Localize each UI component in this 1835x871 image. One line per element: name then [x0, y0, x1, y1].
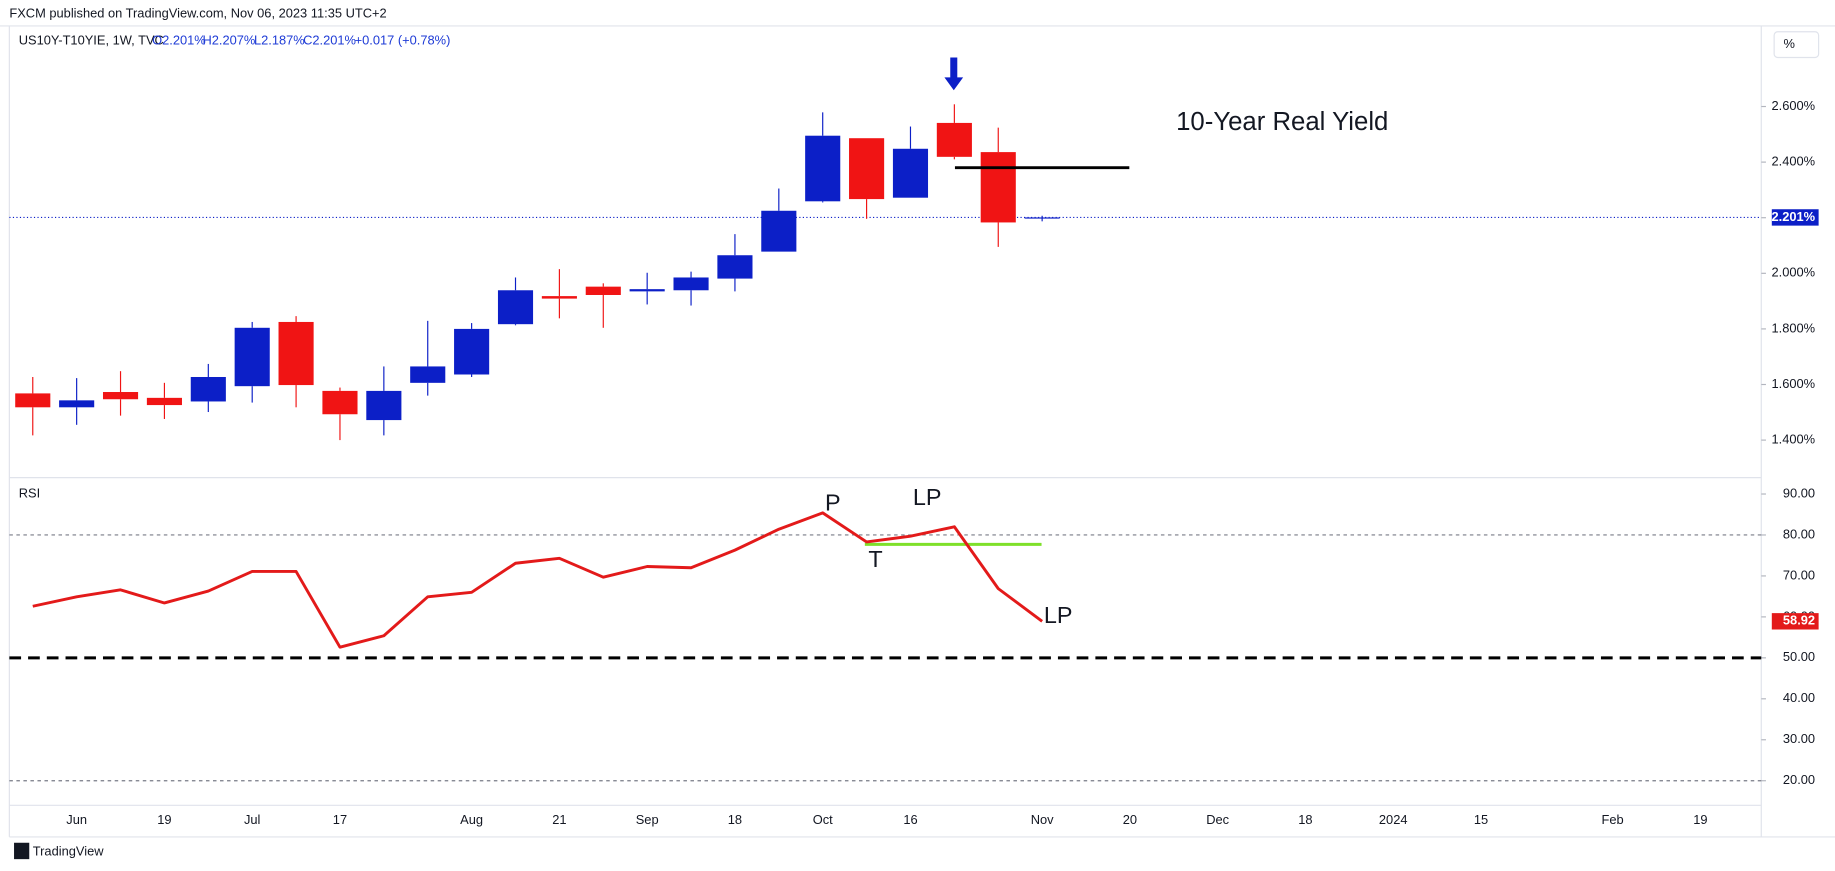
candle-body: [805, 135, 841, 202]
x-tick-label: 15: [1474, 812, 1488, 827]
y-tick-label: 1.400%: [1771, 432, 1815, 447]
published: FXCM published on TradingView.com, Nov 0…: [9, 6, 386, 21]
x-tick-label: Jun: [66, 812, 87, 827]
candle-body: [322, 390, 358, 415]
ohlc-low: L2.187%: [254, 33, 305, 48]
y-tick-label: 2.400%: [1771, 154, 1815, 169]
candle-body: [102, 392, 139, 400]
candle-body: [234, 327, 270, 387]
annotation: LP: [1044, 602, 1073, 628]
candle-body: [15, 393, 51, 408]
annotation: 10-Year Real Yield: [1176, 108, 1388, 136]
ohlc-close: C2.201%: [303, 33, 356, 48]
candle-body: [59, 400, 95, 408]
y-tick-label: 80.00: [1783, 526, 1815, 541]
candle-body: [278, 321, 314, 386]
x-tick-label: Nov: [1031, 812, 1054, 827]
candle-body: [761, 210, 797, 252]
candle-body: [497, 290, 534, 325]
y-tick-label: 20.00: [1783, 772, 1815, 787]
candle-body: [849, 138, 885, 200]
x-tick-label: 18: [728, 812, 742, 827]
last-value-label: 58.92: [1783, 613, 1815, 628]
ohlc-high: H2.207%: [202, 33, 255, 48]
arrow: [944, 57, 964, 91]
y-tick-label: 40.00: [1783, 690, 1815, 705]
x-tick-label: Aug: [460, 812, 483, 827]
last-price-tag: [1771, 209, 1819, 226]
y-tick-label: 1.800%: [1771, 320, 1815, 335]
annotation: LP: [913, 484, 942, 510]
annotation: P: [825, 490, 841, 516]
candle-body: [936, 122, 972, 157]
symbol: US10Y-T10YIE, 1W, TVC: [19, 33, 164, 48]
x-tick-label: 19: [1693, 812, 1707, 827]
ohlc-change: +0.017 (+0.78%): [355, 33, 451, 48]
x-tick-label: 16: [903, 812, 917, 827]
last-price-label: 2.201%: [1771, 209, 1815, 224]
rsi-line: [32, 511, 1044, 649]
candle-body: [366, 390, 402, 421]
candle-body: [541, 296, 577, 299]
candle-body: [717, 255, 753, 279]
x-tick-label: 17: [333, 812, 347, 827]
rsi-title: RSI: [19, 485, 40, 500]
y-tick-label: 70.00: [1783, 567, 1815, 582]
unit-label[interactable]: %: [1784, 36, 1795, 51]
y-tick-label: 2.000%: [1771, 265, 1815, 280]
x-tick-label: Oct: [813, 812, 833, 827]
candle-body: [454, 328, 490, 375]
candle-body: [146, 397, 182, 406]
ohlc-open: O2.201%: [152, 33, 206, 48]
x-tick-label: 18: [1298, 812, 1312, 827]
footer: TradingView: [33, 844, 104, 859]
candle-body: [629, 289, 665, 292]
x-tick-label: Feb: [1602, 812, 1624, 827]
logo: [14, 842, 30, 860]
y-tick-label: 30.00: [1783, 731, 1815, 746]
annotation: T: [868, 546, 882, 572]
candle-body: [190, 376, 226, 402]
candle-body: [410, 366, 446, 383]
candle-body: [892, 148, 929, 198]
y-tick-label: 2.600%: [1771, 98, 1815, 113]
candle-body: [980, 152, 1016, 223]
x-tick-label: Sep: [636, 812, 659, 827]
x-tick-label: 2024: [1379, 812, 1408, 827]
x-tick-label: Jul: [244, 812, 260, 827]
x-tick-label: Dec: [1206, 812, 1229, 827]
last-value-tag: [1771, 613, 1819, 630]
candle-body: [673, 277, 709, 291]
y-tick-label: 90.00: [1783, 485, 1815, 500]
candle-body: [585, 286, 621, 295]
x-tick-label: 21: [552, 812, 566, 827]
x-tick-label: 19: [157, 812, 171, 827]
candle-body: [1024, 217, 1060, 219]
y-tick-label: 50.00: [1783, 649, 1815, 664]
unit-button[interactable]: [1773, 31, 1820, 59]
y-tick-label: 1.600%: [1771, 376, 1815, 391]
x-tick-label: 20: [1123, 812, 1137, 827]
